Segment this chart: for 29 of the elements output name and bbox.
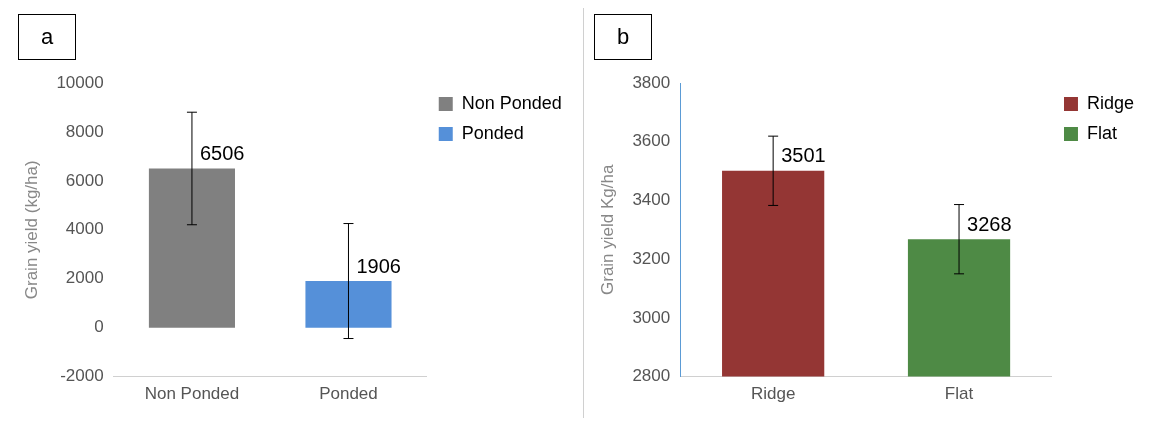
x-tick-label: Ponded <box>319 384 378 404</box>
y-tick-label: -2000 <box>60 366 104 386</box>
data-label: 3268 <box>967 212 1012 235</box>
x-tick-label: Flat <box>944 384 974 404</box>
y-tick-label: 3000 <box>632 307 671 327</box>
y-tick-label: 2800 <box>632 366 671 386</box>
text: a <box>18 14 76 60</box>
y-tick-label: 6000 <box>65 170 104 190</box>
x-tick-label: Ridge <box>750 384 796 404</box>
legend-label: Non Ponded <box>461 92 562 113</box>
y-tick-label: 3200 <box>632 248 671 268</box>
data-label: 3501 <box>781 144 826 167</box>
x-tick-label: Non Ponded <box>144 384 240 404</box>
legend-label: Flat <box>1086 122 1117 143</box>
y-tick-label: 4000 <box>65 219 104 239</box>
y-axis-title: Grain yield Kg/ha <box>597 164 617 295</box>
legend-label: Ridge <box>1086 92 1134 113</box>
y-tick-label: 0 <box>94 317 104 337</box>
y-axis-title: Grain yield (kg/ha) <box>21 160 41 300</box>
y-tick-label: 8000 <box>65 121 104 141</box>
data-label: 1906 <box>356 254 401 277</box>
y-tick-label: 3400 <box>632 190 671 210</box>
text: b <box>594 14 652 60</box>
y-tick-label: 3800 <box>632 72 671 92</box>
y-tick-label: 10000 <box>56 72 104 92</box>
y-tick-label: 2000 <box>65 268 104 288</box>
legend-label: Ponded <box>461 122 524 143</box>
y-tick-label: 3600 <box>632 131 671 151</box>
data-label: 6506 <box>199 142 245 164</box>
